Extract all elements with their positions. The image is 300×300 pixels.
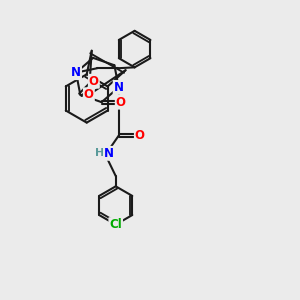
Text: N: N — [71, 66, 81, 79]
Text: Cl: Cl — [109, 218, 122, 231]
Text: O: O — [135, 129, 145, 142]
Text: N: N — [104, 147, 114, 160]
Text: O: O — [116, 96, 126, 109]
Text: O: O — [84, 88, 94, 101]
Text: H: H — [95, 148, 105, 158]
Text: N: N — [114, 81, 124, 94]
Text: O: O — [89, 75, 99, 88]
